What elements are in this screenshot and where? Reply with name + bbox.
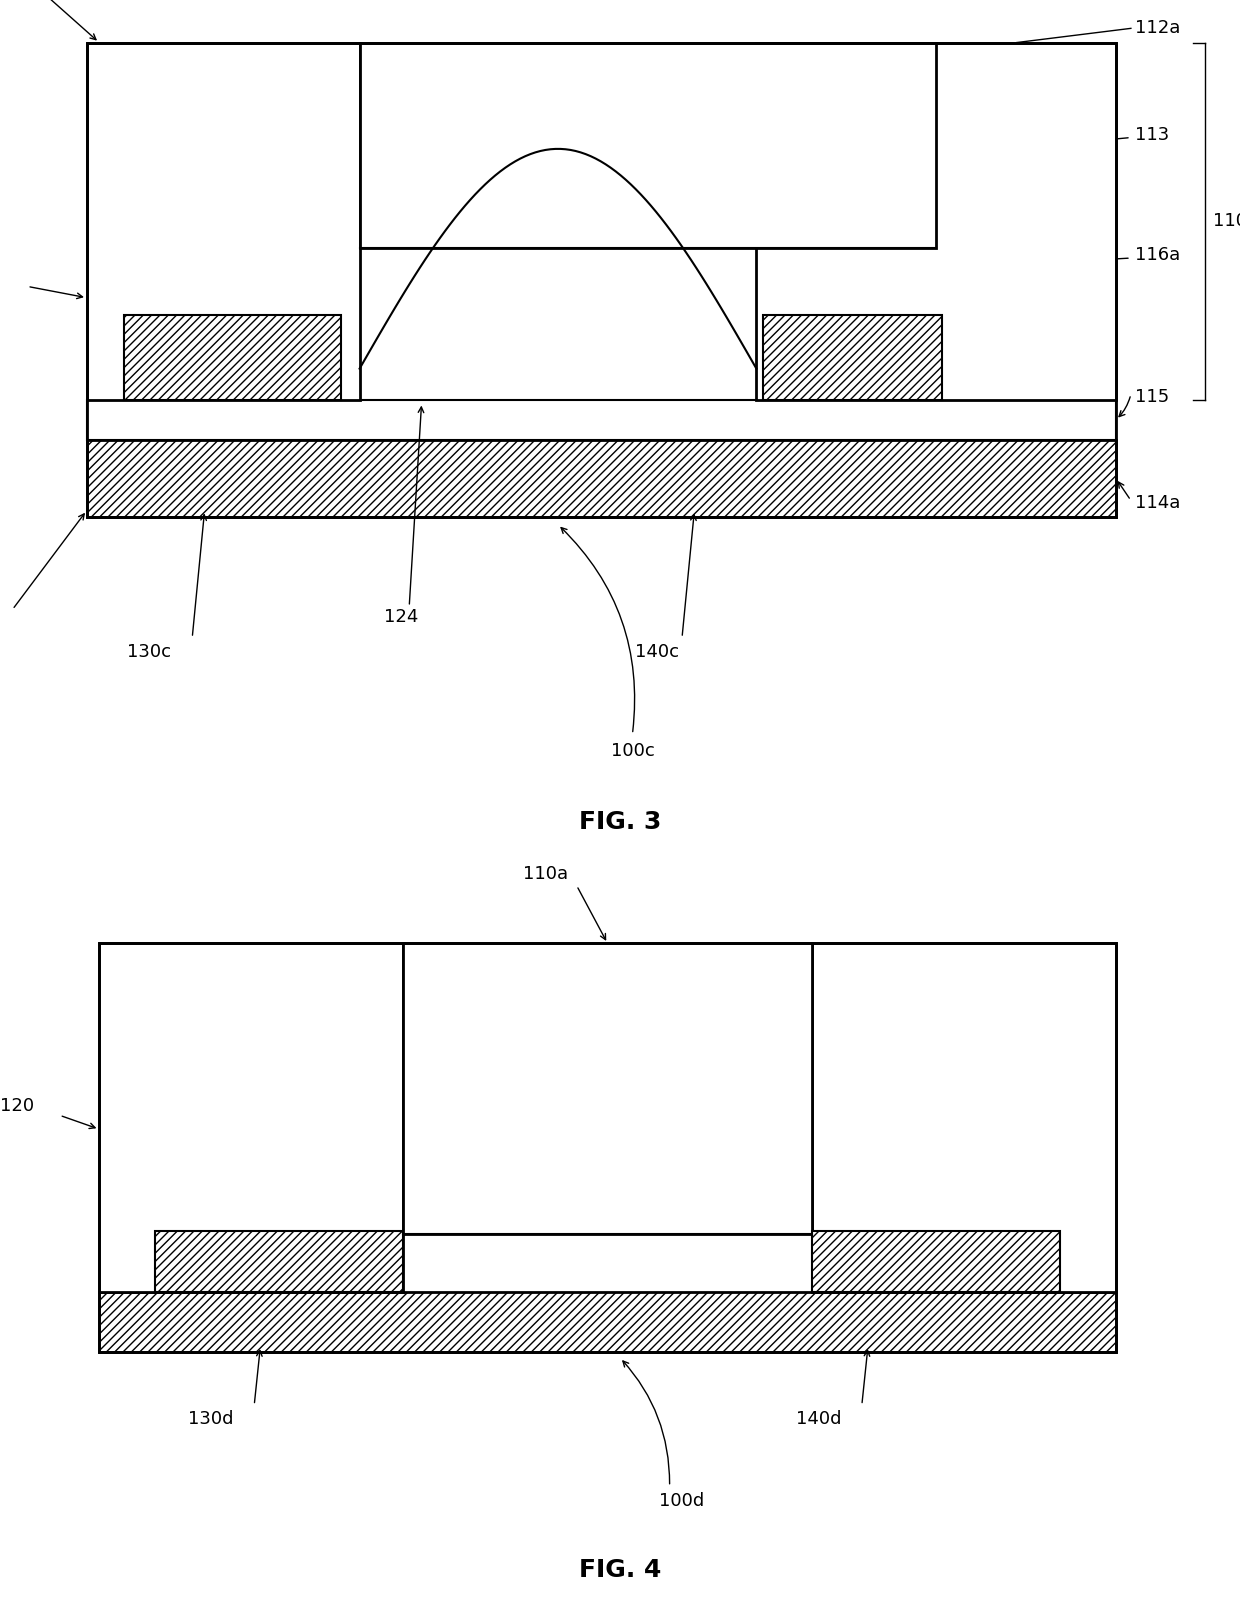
Text: 110a: 110a [1213, 212, 1240, 230]
Bar [99, 944, 403, 1292]
Text: 140c: 140c [635, 644, 680, 661]
Text: 114a: 114a [1135, 494, 1180, 512]
Text: 120: 120 [0, 1096, 35, 1115]
Bar [812, 1231, 1060, 1292]
Bar [87, 42, 360, 400]
Bar [87, 400, 1116, 440]
Text: FIG. 3: FIG. 3 [579, 811, 661, 835]
Text: 116a: 116a [1135, 246, 1179, 265]
Text: 140d: 140d [796, 1411, 841, 1428]
Bar [812, 944, 1116, 1292]
Text: 115: 115 [1135, 388, 1169, 406]
Bar [124, 315, 341, 400]
Bar [756, 42, 1116, 400]
Bar [87, 440, 1116, 517]
Text: 130d: 130d [188, 1411, 233, 1428]
Bar [87, 42, 1116, 517]
Bar [99, 1292, 1116, 1351]
Text: 124: 124 [384, 608, 419, 626]
Text: 130c: 130c [126, 644, 171, 661]
Bar [155, 1231, 403, 1292]
Bar [763, 315, 942, 400]
Text: 100c: 100c [610, 743, 655, 761]
Text: FIG. 4: FIG. 4 [579, 1558, 661, 1583]
Bar [99, 944, 1116, 1351]
Text: 110a: 110a [523, 865, 568, 883]
Text: 113: 113 [1135, 125, 1169, 144]
Bar [403, 944, 812, 1234]
Text: 100d: 100d [660, 1491, 704, 1510]
Text: 112a: 112a [1135, 19, 1180, 37]
Bar [360, 42, 936, 249]
